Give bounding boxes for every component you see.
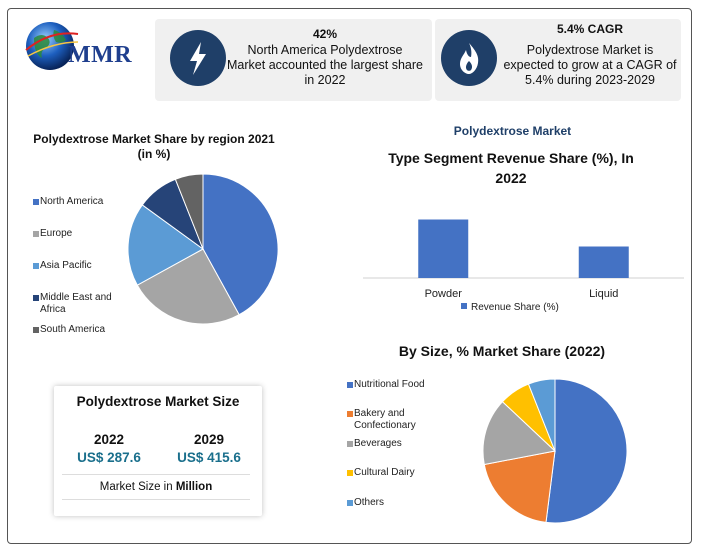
stat-value: 42%	[312, 27, 338, 41]
market-size-value-2022: US$ 287.6	[77, 450, 141, 465]
stat-description: Polydextrose Market is expected to grow …	[503, 43, 677, 87]
market-size-title: Polydextrose Market Size	[76, 394, 240, 409]
market-size-note: Market Size in Million	[62, 474, 250, 500]
size-legend-swatch-beverages	[347, 441, 353, 447]
region-legend-swatch-middle-east-and-africa	[33, 295, 39, 301]
size-legend-label-bakery-and-confectionary: Bakery and Confectionary	[354, 408, 416, 431]
region-legend-label-middle-east-and-africa: Middle East and Africa	[40, 292, 112, 315]
region-legend-label-asia-pacific: Asia Pacific	[40, 260, 92, 271]
size-legend-label-cultural-dairy: Cultural Dairy	[354, 467, 415, 478]
lightning-icon	[190, 42, 206, 75]
region-legend-label-europe: Europe	[40, 228, 73, 239]
flame-icon	[460, 43, 479, 74]
market-size-note-prefix: Market Size in	[99, 481, 176, 493]
size-legend-swatch-bakery-and-confectionary	[347, 411, 353, 417]
globe-icon	[25, 22, 79, 70]
type-chart-suptitle: Polydextrose Market	[453, 124, 572, 138]
size-legend-label-nutritional-food: Nutritional Food	[354, 379, 425, 390]
market-size-year-2022: 2022	[93, 432, 125, 447]
region-chart-subtitle: (in %)	[137, 147, 171, 161]
stat-icon-circle	[170, 30, 226, 86]
logo: MMR	[22, 16, 147, 76]
market-size-year-2029: 2029	[193, 432, 225, 447]
logo-text: MMR	[68, 42, 133, 68]
market-size-note-unit: Million	[175, 481, 213, 493]
size-legend-swatch-cultural-dairy	[347, 470, 353, 476]
stat-card-cagr: 5.4% CAGR Polydextrose Market is expecte…	[435, 19, 681, 101]
stat-description: North America Polydextrose Market accoun…	[227, 43, 423, 87]
size-legend-label-beverages: Beverages	[354, 438, 402, 449]
region-legend-swatch-asia-pacific	[33, 263, 39, 269]
region-legend-label-north-america: North America	[40, 196, 104, 207]
size-chart-title: By Size, % Market Share (2022)	[398, 343, 606, 359]
region-chart-title: Polydextrose Market Share by region 2021	[33, 132, 275, 146]
stat-value: 5.4% CAGR	[556, 22, 624, 36]
size-legend-swatch-nutritional-food	[347, 382, 353, 388]
market-size-card: Polydextrose Market Size 2022 US$ 287.6 …	[54, 386, 262, 516]
region-legend-swatch-europe	[33, 231, 39, 237]
market-size-value-2029: US$ 415.6	[177, 450, 241, 465]
region-legend-swatch-south-america	[33, 327, 39, 333]
region-legend-swatch-north-america	[33, 199, 39, 205]
region-legend-label-south-america: South America	[40, 324, 106, 335]
size-legend-label-others: Others	[354, 497, 385, 508]
stat-icon-circle	[441, 30, 497, 86]
type-chart-title: Type Segment Revenue Share (%), In 2022	[388, 150, 634, 186]
size-legend-swatch-others	[347, 500, 353, 506]
stat-card-north-america: 42% North America Polydextrose Market ac…	[155, 19, 432, 101]
